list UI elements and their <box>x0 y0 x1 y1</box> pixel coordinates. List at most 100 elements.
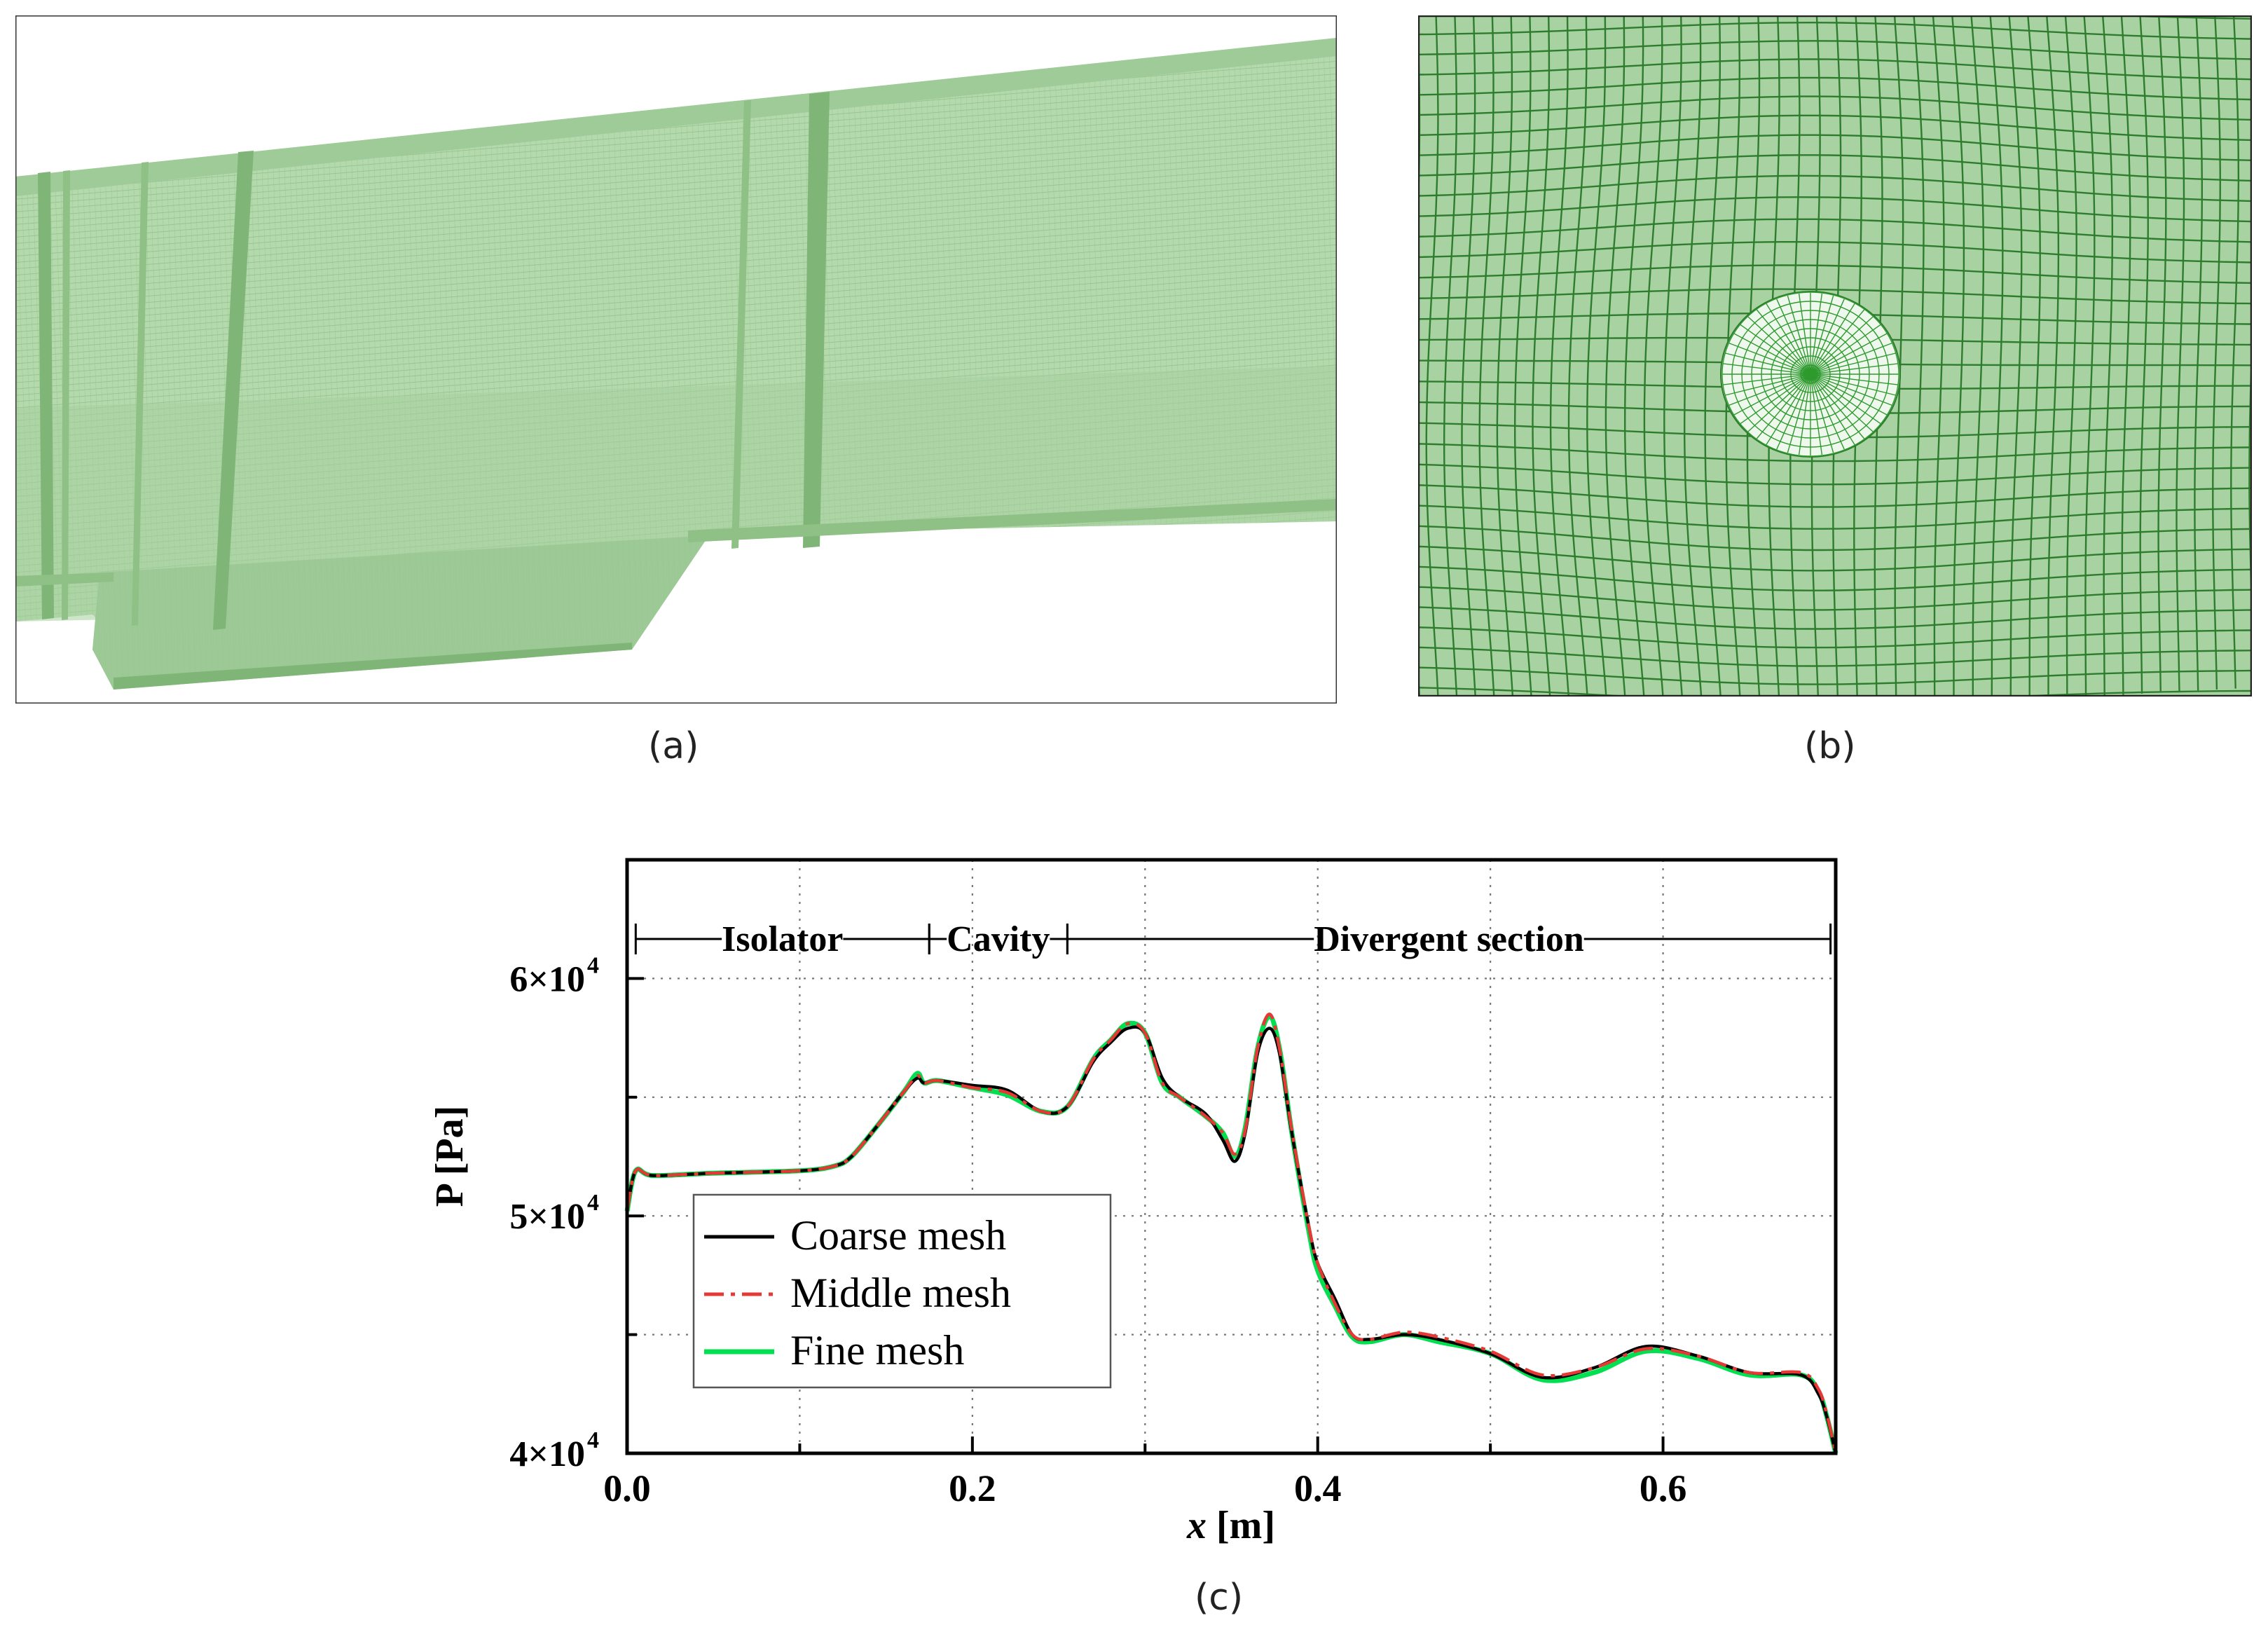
mesh-line <box>2212 15 2222 690</box>
injector-spoke <box>1747 373 1811 432</box>
injector-spoke <box>1810 373 1865 439</box>
mesh-line <box>2194 15 2203 691</box>
section-label: Cavity <box>947 919 1050 959</box>
mesh-line <box>1418 134 2252 162</box>
mesh-line <box>1418 174 2252 203</box>
injector-spoke <box>1810 333 1888 375</box>
panel-label-c: (c) <box>1195 1577 1244 1619</box>
mesh-line <box>1418 525 2252 551</box>
pressure-chart: 0.0 0.2 0.4 0.64×10 45×10 46×10 4 Isolator Cavi… <box>428 858 1839 1547</box>
mesh-line <box>1418 218 2252 243</box>
mesh-line <box>1893 15 1904 697</box>
injector-spoke <box>1810 295 1834 375</box>
mesh-line <box>1623 15 1645 697</box>
panel-label-b: (b) <box>1804 725 1856 767</box>
y-axis-label: P [Pa] <box>428 1106 472 1207</box>
injector-spoke <box>1766 303 1811 375</box>
injector-spoke <box>1723 373 1811 385</box>
mesh-line <box>1418 505 2252 530</box>
mesh-line <box>2157 15 2167 693</box>
panel-label-a: (a) <box>648 725 699 767</box>
mesh-line <box>1567 15 1588 697</box>
injector-spoke <box>1776 299 1811 375</box>
injector-spoke <box>1810 373 1874 432</box>
y-tick-label: 4×10 <box>509 1434 585 1474</box>
legend-label-fine: Fine mesh <box>790 1327 964 1373</box>
injector-spoke <box>1776 373 1811 450</box>
injector-spoke <box>1810 373 1888 416</box>
injector-spoke <box>1729 373 1811 406</box>
injector-spoke <box>1810 309 1865 375</box>
injector-spoke <box>1798 293 1811 375</box>
x-axis-variable: x <box>1186 1504 1207 1547</box>
injector-spoke <box>1787 373 1811 453</box>
injector-spoke <box>1729 342 1811 375</box>
injector-spoke <box>1810 352 1896 375</box>
mesh-line <box>1418 58 2252 81</box>
mesh-line <box>2120 15 2131 695</box>
injector-spoke <box>1810 373 1892 406</box>
injector-spoke <box>1756 373 1811 439</box>
mesh-line <box>1684 15 1703 697</box>
injector-spoke <box>1810 373 1855 445</box>
injector-spoke <box>1810 316 1874 375</box>
injector-spoke <box>1810 363 1898 375</box>
mesh-line <box>1418 687 2252 697</box>
injector-spoke <box>1810 373 1834 453</box>
mesh-line <box>1418 443 2252 462</box>
injector-spoke <box>1810 373 1898 385</box>
mesh-line <box>1951 15 1965 697</box>
section-label: Isolator <box>722 919 843 959</box>
legend-label-coarse: Coarse mesh <box>790 1212 1006 1259</box>
mesh-line <box>1418 586 2252 611</box>
mesh-line <box>1549 15 1570 697</box>
y-tick-exponent: 4 <box>587 1190 599 1216</box>
y-tick-exponent: 4 <box>587 1427 599 1453</box>
injector-spoke <box>1723 363 1811 375</box>
mesh-line <box>1418 264 2252 284</box>
mesh-line <box>2083 15 2096 697</box>
mesh-line <box>1418 154 2252 182</box>
mesh-line <box>1418 21 2252 40</box>
mesh-line <box>1461 15 1476 697</box>
mesh-line <box>1418 626 2252 649</box>
x-tick-label: 0.4 <box>1294 1467 1342 1509</box>
injector-spoke <box>1810 299 1845 375</box>
legend-box <box>692 1193 1112 1389</box>
injector-spoke <box>1810 293 1823 375</box>
injector-spoke <box>1810 373 1823 455</box>
mesh-line <box>1418 666 2252 685</box>
injector-spoke <box>1810 373 1896 396</box>
y-tick-label: 6×10 <box>509 959 585 999</box>
injector-spoke <box>1766 373 1811 445</box>
mesh-line <box>1418 565 2252 591</box>
x-tick-label: 0.6 <box>1640 1467 1687 1509</box>
mesh-line <box>1989 15 2004 697</box>
mesh-line <box>1514 15 1532 697</box>
mesh-line <box>1532 15 1551 697</box>
mesh-line <box>1425 15 1439 697</box>
mesh-line <box>1418 95 2252 121</box>
injector-spoke <box>1810 342 1892 375</box>
injector-spoke <box>1740 373 1811 425</box>
mesh-line <box>1663 15 1683 697</box>
x-axis-unit: [m] <box>1207 1504 1275 1547</box>
mesh-line <box>1418 484 2252 508</box>
injector-spoke <box>1810 303 1855 375</box>
mesh-line <box>1418 114 2252 142</box>
mesh-line <box>1604 15 1626 697</box>
x-tick-label: 0.0 <box>603 1467 651 1509</box>
injector-spoke <box>1747 316 1811 375</box>
legend-label-middle: Middle mesh <box>790 1270 1011 1316</box>
mesh-line <box>1913 15 1925 697</box>
injector-spoke <box>1810 324 1881 375</box>
mesh-line <box>1418 76 2252 101</box>
injector-spoke <box>1756 309 1811 375</box>
x-tick-label: 0.2 <box>949 1467 996 1509</box>
x-axis-label: x [m] <box>1186 1504 1275 1547</box>
plot-frame <box>625 858 1838 1455</box>
y-tick-label: 5×10 <box>509 1197 585 1237</box>
series-line-middle <box>625 1012 1838 1454</box>
injector-spoke <box>1810 373 1845 450</box>
mesh-line <box>1418 463 2252 486</box>
